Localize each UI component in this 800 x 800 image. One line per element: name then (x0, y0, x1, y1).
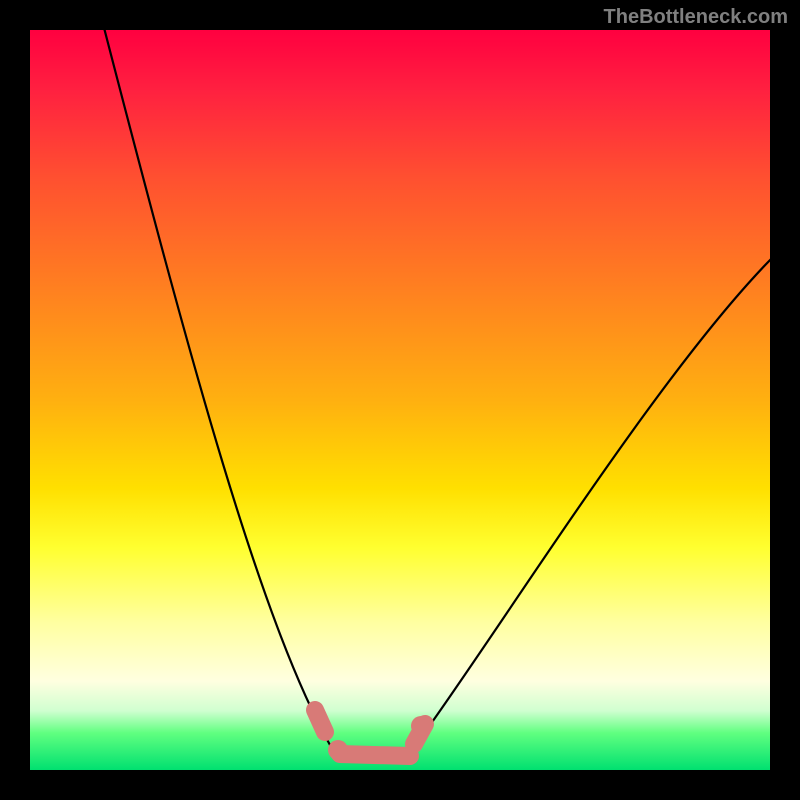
bottleneck-curve (102, 30, 770, 760)
curve-svg (30, 30, 770, 770)
accent-markers (315, 710, 431, 760)
watermark-text: TheBottleneck.com (604, 6, 788, 29)
accent-cap (315, 710, 325, 732)
chart-container: TheBottleneck.com (0, 0, 800, 800)
accent-dot (411, 716, 431, 736)
plot-area (30, 30, 770, 770)
accent-cap (340, 754, 410, 756)
accent-dot (328, 740, 348, 760)
